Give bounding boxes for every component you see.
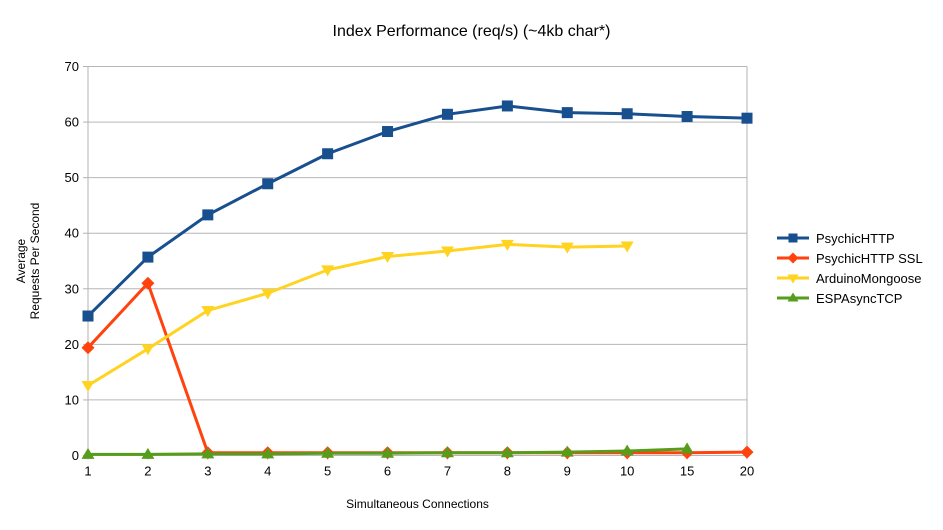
chart-title: Index Performance (req/s) (~4kb char*) [332,23,611,40]
data-point-psychichttp [82,310,94,322]
data-point-psychichttp [501,100,513,112]
y-tick-label: 0 [72,448,79,463]
data-point-arduinomongoose [261,288,275,300]
legend-label-arduinomongoose: ArduinoMongoose [816,270,922,286]
y-tick-label: 40 [65,226,79,241]
data-point-arduinomongoose [381,252,395,264]
data-point-psychichttp [561,107,573,119]
legend-item-espasynctcp: ESPAsyncTCP [776,288,923,308]
data-point-espasynctcp [321,446,335,458]
data-point-espasynctcp [261,447,275,459]
x-tick-label: 5 [324,464,331,479]
y-tick-label: 30 [65,281,79,296]
data-point-psychichttp [142,251,154,263]
data-point-espasynctcp [81,447,95,459]
data-point-espasynctcp [381,446,395,458]
y-tick-label: 70 [65,59,79,74]
y-axis-title-line2: Requests Per Second [28,202,42,320]
series-line-arduinomongoose [87,242,628,387]
series-line-psychichttp [86,104,748,318]
data-point-psychichttp [202,209,214,221]
data-point-psychichttp [262,178,274,190]
y-axis-title-line1: Average [14,238,28,284]
data-point-arduinomongoose [440,246,454,258]
data-point-psychichttp-ssl [740,445,754,459]
data-point-arduinomongoose [201,305,215,317]
data-point-psychichttp [681,111,693,123]
data-point-espasynctcp [141,447,155,459]
x-axis-title: Simultaneous Connections [346,497,489,511]
data-point-psychichttp [441,108,453,120]
data-point-espasynctcp [620,444,634,456]
data-point-arduinomongoose [81,380,95,392]
x-tick-label: 6 [384,464,391,479]
legend-label-psychichttp: PsychicHTTP [816,230,895,246]
legend-item-psychichttp: PsychicHTTP [776,228,923,248]
data-point-espasynctcp [560,445,574,457]
data-point-arduinomongoose [560,242,574,254]
triangle-down-swatch-icon [777,274,809,284]
data-point-psychichttp-ssl [141,276,155,290]
y-tick-label: 50 [65,170,79,185]
data-point-arduinomongoose [500,239,514,251]
x-tick-label: 1 [84,464,91,479]
data-point-psychichttp-ssl [81,341,95,355]
data-point-espasynctcp [680,442,694,454]
x-tick-label: 3 [204,464,211,479]
y-axis-title: Average Requests Per Second [14,203,42,320]
square-swatch-icon [777,233,809,243]
data-point-espasynctcp [500,446,514,458]
data-point-psychichttp [621,108,633,120]
x-tick-label: 20 [740,464,754,479]
triangle-up-swatch-icon [777,292,809,302]
diamond-swatch-icon [777,252,809,264]
data-point-espasynctcp [201,447,215,459]
legend-label-psychichttp-ssl: PsychicHTTP SSL [816,250,923,266]
data-point-arduinomongoose [620,241,634,253]
legend-item-arduinomongoose: ArduinoMongoose [776,268,923,288]
x-tick-label: 2 [144,464,151,479]
y-tick-label: 20 [65,337,79,352]
y-tick-label: 60 [65,115,79,130]
x-tick-label: 8 [504,464,511,479]
data-point-psychichttp [741,112,753,124]
series-line-psychichttp-ssl [86,280,748,455]
data-point-psychichttp [382,126,394,138]
legend-label-espasynctcp: ESPAsyncTCP [816,290,903,306]
legend-item-psychichttp-ssl: PsychicHTTP SSL [776,248,923,268]
y-tick-label: 10 [65,392,79,407]
x-tick-label: 4 [264,464,271,479]
data-point-arduinomongoose [141,344,155,356]
data-point-espasynctcp [440,446,454,458]
x-tick-label: 7 [444,464,451,479]
legend: PsychicHTTP PsychicHTTP SSL ArduinoMongoos… [776,228,923,308]
x-tick-label: 9 [564,464,571,479]
data-point-psychichttp [322,148,334,160]
x-tick-label: 15 [680,464,694,479]
data-point-arduinomongoose [321,265,335,277]
x-tick-label: 10 [620,464,634,479]
